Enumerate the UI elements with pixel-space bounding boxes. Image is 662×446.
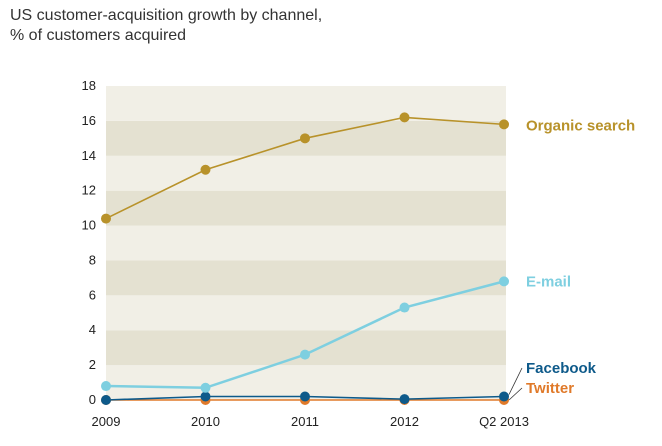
data-point-e-mail (200, 382, 211, 393)
y-tick-label: 12 (82, 183, 96, 198)
y-axis: 0 2 4 6 8 10 12 14 16 18 (82, 78, 96, 407)
background-band (106, 295, 506, 331)
data-point-facebook (101, 395, 111, 405)
x-tick-label: 2012 (390, 414, 419, 429)
series-label-e-mail: E-mail (526, 273, 571, 290)
data-point-organic-search (499, 119, 509, 130)
chart-title: US customer-acquisition growth by channe… (10, 7, 323, 24)
y-tick-label: 6 (89, 287, 96, 302)
series-labels: Organic search E-mail Facebook Twitter (508, 117, 635, 401)
data-point-facebook (499, 391, 509, 402)
x-tick-label: Q2 2013 (479, 414, 529, 429)
chart-subtitle: % of customers acquired (10, 27, 187, 44)
series-points (101, 112, 509, 405)
series-label-twitter: Twitter (526, 380, 574, 397)
data-point-organic-search (101, 213, 111, 224)
x-tick-label: 2010 (191, 414, 220, 429)
background-band (106, 330, 506, 366)
data-point-facebook (300, 391, 310, 402)
leader-line-facebook (508, 367, 523, 395)
y-tick-label: 16 (82, 113, 96, 128)
background-band (106, 190, 506, 226)
background-band (106, 260, 506, 296)
y-tick-label: 14 (82, 148, 96, 163)
y-tick-label: 18 (82, 78, 96, 93)
x-tick-label: 2011 (291, 414, 319, 429)
series-label-facebook: Facebook (526, 360, 597, 377)
x-axis: 2009 2010 2011 2012 Q2 2013 (92, 414, 529, 429)
leader-line-twitter (508, 387, 523, 401)
data-point-facebook (399, 394, 410, 405)
x-tick-label: 2009 (92, 414, 121, 429)
data-point-facebook (200, 391, 211, 402)
data-point-organic-search (300, 133, 310, 144)
data-point-e-mail (300, 349, 310, 360)
data-point-organic-search (200, 164, 211, 175)
data-point-organic-search (399, 112, 410, 123)
y-tick-label: 4 (89, 322, 96, 337)
data-point-e-mail (499, 276, 509, 287)
y-tick-label: 0 (89, 392, 96, 407)
chart-title-block: US customer-acquisition growth by channe… (10, 6, 430, 46)
data-point-e-mail (101, 381, 111, 392)
background-band (106, 155, 506, 191)
background-band (106, 225, 506, 261)
y-tick-label: 8 (89, 252, 96, 267)
y-tick-label: 10 (82, 218, 96, 233)
background-band (106, 86, 506, 121)
data-point-e-mail (399, 302, 410, 313)
series-label-organic-search: Organic search (526, 117, 635, 134)
y-tick-label: 2 (89, 357, 96, 372)
